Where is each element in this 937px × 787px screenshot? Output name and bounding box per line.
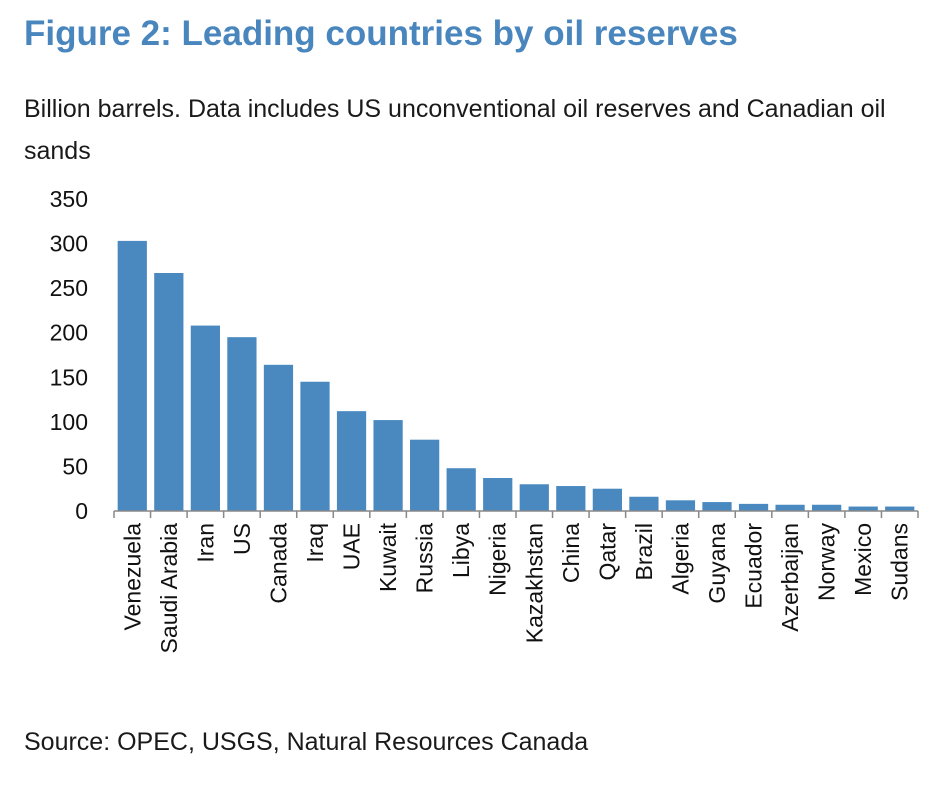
bar-algeria [665,500,696,511]
category-label: UAE [339,523,365,570]
category-label: Iran [192,523,218,563]
category-label: Saudi Arabia [156,523,182,654]
bar-iraq [300,381,330,511]
bar-kazakhstan [519,484,549,511]
bar-saudi-arabia [154,272,184,511]
bar-azerbaijan [775,504,805,511]
category-label: Kazakhstan [521,523,547,643]
category-label: Nigeria [485,523,511,596]
bar-chart: 0 50 100 150 200 250 300 350 Venezuela Saudi Ara… [50,186,919,653]
bar-nigeria [483,478,513,511]
bar-qatar [592,488,622,511]
category-labels: Venezuela Saudi Arabia Iran US Canada Iraq UAE… [119,522,912,653]
category-label: Canada [265,523,291,604]
y-tick-label: 50 [62,453,88,479]
bar-us [227,337,257,511]
y-tick-label: 250 [50,275,88,301]
bar-china [556,486,586,511]
y-tick-label: 300 [50,231,88,257]
bar-venezuela [117,240,147,511]
source-note: Source: OPEC, USGS, Natural Resources Ca… [24,728,589,756]
bar-sudans [885,506,915,511]
y-tick-label: 150 [50,364,88,390]
bar-kuwait [373,420,403,511]
category-label: Sudans [887,523,913,601]
bar-iran [190,325,220,511]
bar-mexico [848,506,878,511]
category-label: Algeria [667,523,693,595]
category-label: Ecuador [741,523,767,609]
category-label: Kuwait [375,522,401,592]
bar-uae [336,411,367,511]
bar-guyana [702,502,732,511]
figure-title: Figure 2: Leading countries by oil reser… [24,14,738,53]
bar-norway [812,504,842,511]
y-tick-label: 100 [50,409,88,435]
category-label: China [558,523,584,583]
category-label: Qatar [594,523,620,581]
y-axis-labels: 0 50 100 150 200 250 300 350 [50,186,88,524]
bar-brazil [629,496,659,511]
category-label: Norway [814,523,840,601]
x-axis-ticks [113,511,919,518]
category-label: US [229,523,255,555]
bars [117,240,915,511]
category-label: Azerbaijan [777,523,803,632]
bar-ecuador [738,503,769,511]
category-label: Guyana [704,523,730,604]
category-label: Libya [448,523,474,578]
bar-russia [410,439,440,511]
y-tick-label: 0 [75,498,88,524]
bar-canada [263,364,294,511]
category-label: Brazil [631,523,657,581]
category-label: Mexico [850,523,876,596]
y-tick-label: 350 [50,186,88,212]
category-label: Russia [412,523,438,594]
figure-subtitle: Billion barrels. Data includes US unconv… [24,95,886,165]
category-label: Iraq [302,523,328,563]
y-tick-label: 200 [50,320,88,346]
category-label: Venezuela [119,523,145,631]
bar-libya [446,468,476,511]
